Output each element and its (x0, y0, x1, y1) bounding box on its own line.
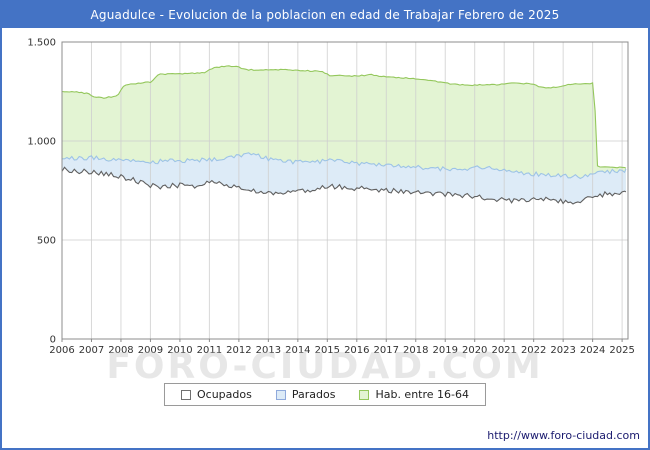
population-area-chart: 0 500 1.000 1.500 2006 2007 2008 2009 2010 2011 20… (27, 38, 634, 357)
hab-16-64-swatch (359, 389, 370, 400)
legend: Ocupados Parados Hab. entre 16-64 (163, 383, 487, 406)
legend-label-hab-16-64: Hab. entre 16-64 (375, 388, 470, 401)
chart-area: 0 500 1.000 1.500 2006 2007 2008 2009 2010 2011 20… (2, 28, 648, 362)
svg-text:2010: 2010 (167, 345, 192, 356)
svg-text:2020: 2020 (462, 345, 487, 356)
legend-label-ocupados: Ocupados (196, 388, 252, 401)
legend-item-hab-16-64: Hab. entre 16-64 (359, 388, 469, 401)
svg-text:2016: 2016 (344, 345, 369, 356)
svg-text:2021: 2021 (491, 345, 516, 356)
svg-text:2006: 2006 (49, 345, 74, 356)
svg-text:500: 500 (37, 236, 56, 247)
svg-text:2013: 2013 (256, 345, 281, 356)
svg-text:2014: 2014 (285, 345, 310, 356)
svg-text:2019: 2019 (433, 345, 458, 356)
svg-text:2007: 2007 (79, 345, 104, 356)
svg-text:2025: 2025 (609, 345, 634, 356)
footer-url: http://www.foro-ciudad.com (487, 429, 640, 442)
svg-text:2022: 2022 (521, 345, 546, 356)
svg-text:2018: 2018 (403, 345, 428, 356)
svg-text:2008: 2008 (108, 345, 133, 356)
svg-text:2009: 2009 (138, 345, 163, 356)
legend-label-parados: Parados (291, 388, 336, 401)
svg-text:2011: 2011 (197, 345, 222, 356)
svg-text:1.500: 1.500 (27, 38, 56, 49)
ocupados-swatch (180, 389, 191, 400)
svg-text:1.000: 1.000 (27, 137, 56, 148)
svg-text:2012: 2012 (226, 345, 251, 356)
chart-title: Aguadulce - Evolucion de la poblacion en… (2, 2, 648, 28)
legend-item-ocupados: Ocupados (180, 388, 252, 401)
legend-item-parados: Parados (275, 388, 336, 401)
svg-text:2015: 2015 (315, 345, 340, 356)
svg-text:2023: 2023 (550, 345, 575, 356)
svg-text:2017: 2017 (374, 345, 399, 356)
svg-text:2024: 2024 (580, 345, 605, 356)
svg-text:0: 0 (50, 335, 56, 346)
parados-swatch (275, 389, 286, 400)
